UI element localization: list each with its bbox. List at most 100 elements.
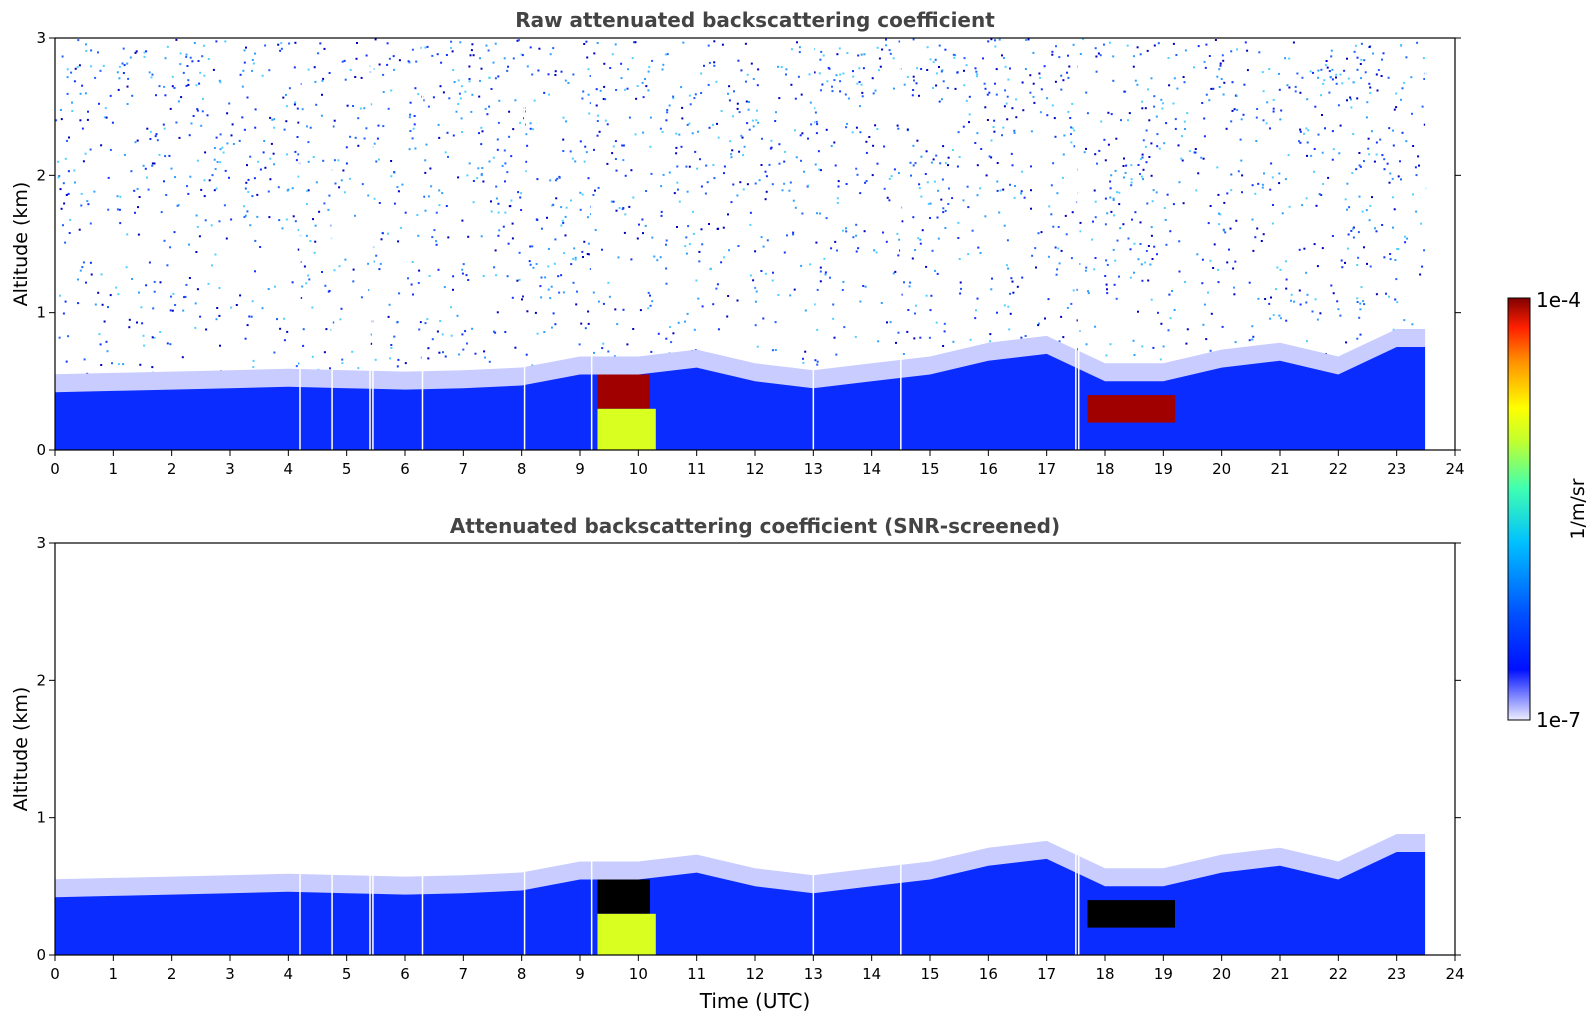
noise-pixel <box>203 179 206 182</box>
noise-pixel <box>593 351 595 354</box>
noise-pixel <box>929 58 932 61</box>
noise-pixel <box>808 73 811 76</box>
noise-pixel <box>1399 160 1401 163</box>
noise-pixel <box>73 80 76 83</box>
noise-pixel <box>1160 98 1163 101</box>
noise-pixel <box>1316 318 1319 321</box>
noise-pixel <box>129 56 132 59</box>
panel-screened-axes: 0 1 2 3 4 5 6 7 8 9 10 11 12 13 14 15 16 17 18 19 20 21 22 23 24… <box>36 534 1464 983</box>
noise-pixel <box>398 292 401 295</box>
noise-pixel <box>871 174 874 177</box>
noise-pixel <box>1344 261 1346 264</box>
x-tick-label: 17 <box>1037 965 1056 983</box>
noise-pixel <box>480 126 483 129</box>
colorbar-min-label: 1e-7 <box>1536 708 1581 732</box>
x-tick-label: 18 <box>1095 965 1114 983</box>
noise-pixel <box>963 69 965 72</box>
noise-pixel <box>731 149 734 152</box>
noise-pixel <box>1141 100 1144 103</box>
noise-pixel <box>1410 76 1413 79</box>
noise-pixel <box>800 93 803 96</box>
noise-pixel <box>471 43 474 46</box>
noise-pixel <box>1341 266 1344 269</box>
noise-pixel <box>1107 143 1110 146</box>
noise-pixel <box>1205 338 1208 341</box>
noise-pixel <box>343 59 346 62</box>
noise-pixel <box>587 93 590 96</box>
noise-pixel <box>411 261 414 263</box>
noise-pixel <box>172 292 175 295</box>
noise-pixel <box>271 118 274 121</box>
x-tick-label: 1 <box>109 460 119 478</box>
noise-pixel <box>1381 154 1384 157</box>
noise-pixel <box>525 160 528 163</box>
noise-pixel <box>1423 249 1426 252</box>
noise-pixel <box>71 101 73 104</box>
noise-pixel <box>378 158 380 161</box>
noise-pixel <box>1126 44 1129 47</box>
noise-pixel <box>911 94 914 97</box>
noise-pixel <box>792 199 795 202</box>
noise-pixel <box>994 82 996 85</box>
noise-pixel <box>890 175 893 178</box>
noise-pixel <box>1167 329 1170 332</box>
noise-pixel <box>1315 204 1318 207</box>
noise-pixel <box>1010 152 1013 155</box>
noise-pixel <box>727 92 729 95</box>
noise-pixel <box>440 61 443 64</box>
noise-pixel <box>303 265 306 268</box>
noise-pixel <box>700 185 703 188</box>
noise-pixel <box>1233 286 1235 289</box>
noise-pixel <box>193 42 196 44</box>
noise-pixel <box>691 210 694 213</box>
noise-pixel <box>325 328 328 331</box>
noise-pixel <box>1266 101 1269 104</box>
noise-pixel <box>93 190 96 193</box>
aerosol-layer-morning <box>597 879 650 914</box>
noise-pixel <box>375 254 378 257</box>
noise-pixel <box>886 196 889 199</box>
noise-pixel <box>583 160 586 163</box>
noise-pixel <box>1313 148 1316 150</box>
noise-pixel <box>387 232 389 235</box>
noise-pixel <box>650 350 653 353</box>
noise-pixel <box>1038 322 1040 325</box>
noise-pixel <box>641 81 644 84</box>
noise-pixel <box>993 119 996 122</box>
noise-pixel <box>1385 292 1387 295</box>
noise-pixel <box>218 220 221 223</box>
noise-pixel <box>741 136 744 139</box>
noise-pixel <box>218 79 221 82</box>
noise-pixel <box>678 133 681 136</box>
noise-pixel <box>804 309 807 312</box>
noise-pixel <box>790 83 793 86</box>
noise-pixel <box>497 121 500 124</box>
noise-pixel <box>459 41 462 44</box>
noise-pixel <box>1107 111 1110 114</box>
noise-pixel <box>101 303 104 306</box>
noise-pixel <box>547 288 550 291</box>
noise-pixel <box>1194 151 1197 154</box>
noise-pixel <box>274 285 276 288</box>
noise-pixel <box>160 211 163 214</box>
noise-pixel <box>1422 57 1425 60</box>
noise-pixel <box>1328 91 1331 94</box>
noise-pixel <box>927 202 930 205</box>
noise-pixel <box>196 108 199 111</box>
noise-pixel <box>956 165 959 168</box>
noise-pixel <box>839 90 842 93</box>
noise-pixel <box>273 163 276 166</box>
noise-pixel <box>649 304 652 307</box>
noise-pixel <box>736 194 739 197</box>
noise-pixel <box>615 89 618 91</box>
noise-pixel <box>90 273 93 276</box>
noise-pixel <box>538 47 541 50</box>
noise-pixel <box>285 120 288 123</box>
noise-pixel <box>1203 135 1206 138</box>
noise-pixel <box>573 247 576 250</box>
noise-pixel <box>436 53 439 56</box>
noise-pixel <box>754 182 757 185</box>
noise-pixel <box>865 180 868 182</box>
noise-pixel <box>1271 222 1274 225</box>
noise-pixel <box>1351 172 1354 174</box>
